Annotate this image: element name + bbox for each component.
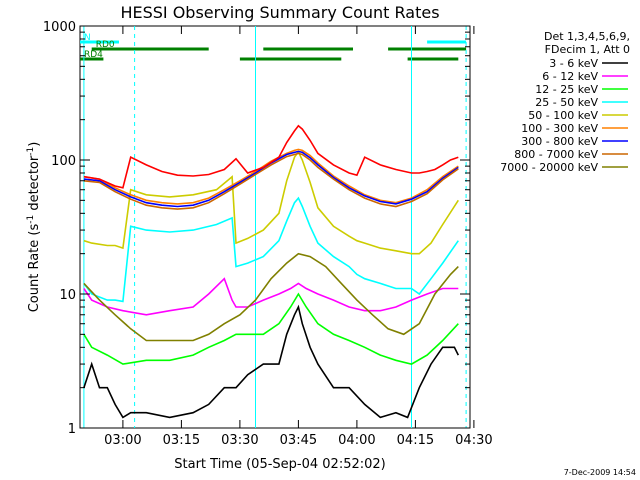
x-tick-label-04-30: 04:30 (455, 433, 492, 448)
series-25-50-kev (83, 196, 459, 303)
legend-label-6-12-kev: 6 - 12 keV (542, 70, 598, 83)
state-bar-label-rd0: RD0 (96, 40, 115, 50)
legend-label-300-800-kev: 300 - 800 keV (521, 135, 598, 148)
x-tick-label-03-00: 03:00 (104, 433, 141, 448)
series-50-100-kev (83, 150, 459, 255)
series-800-7000-kev (83, 152, 459, 210)
x-tick-label-04-00: 04:00 (338, 433, 375, 448)
x-axis-ticks: 03:00 03:15 03:30 03:45 04:00 04:15 04:30 (104, 26, 493, 448)
y-tick-label-10: 10 (59, 288, 76, 303)
legend-header-line-1: Det 1,3,4,5,6,9, (544, 30, 630, 43)
chart-title: HESSI Observing Summary Count Rates (120, 3, 439, 22)
series-300-800-kev (83, 150, 459, 208)
series-100-300-kev (83, 148, 459, 205)
y-axis-label: Count Rate (s-1 detector-1) (26, 142, 42, 313)
x-tick-label-03-15: 03:15 (163, 433, 200, 448)
series-12-25-kev (83, 292, 459, 365)
series-6-12-kev (83, 277, 459, 316)
state-bar-label-n: N (84, 33, 91, 43)
legend-label-7000-20000-kev: 7000 - 20000 keV (500, 161, 598, 174)
y-tick-label-1: 1 (68, 422, 76, 437)
y-axis-ticks: 1 10 100 1000 (43, 20, 470, 437)
legend-label-100-300-kev: 100 - 300 keV (521, 122, 598, 135)
series-7000-20000-kev (83, 252, 459, 342)
x-tick-label-04-15: 04:15 (397, 433, 434, 448)
legend-label-25-50-kev: 25 - 50 keV (535, 96, 598, 109)
x-tick-label-03-45: 03:45 (280, 433, 317, 448)
legend-label-3-6-kev: 3 - 6 keV (549, 57, 598, 70)
x-axis-label: Start Time (05-Sep-04 02:52:02) (174, 457, 385, 472)
y-tick-label-1000: 1000 (43, 20, 76, 35)
series-3-6-kev (83, 304, 460, 419)
legend-label-50-100-kev: 50 - 100 keV (528, 109, 598, 122)
x-tick-label-03-30: 03:30 (221, 433, 258, 448)
plot-frame (79, 25, 471, 429)
y-tick-label-100: 100 (51, 154, 76, 169)
series-lines (83, 124, 460, 419)
legend-header-line-2: FDecim 1, Att 0 (545, 43, 630, 56)
legend: Det 1,3,4,5,6,9, FDecim 1, Att 0 3 - 6 k… (500, 30, 630, 174)
legend-label-800-7000-kev: 800 - 7000 keV (514, 148, 598, 161)
series-7000-20000-kev-flare (83, 124, 459, 189)
state-bar-label-rd4: RD4 (84, 50, 103, 60)
mode-change-lines (83, 26, 467, 428)
legend-label-12-25-kev: 12 - 25 keV (535, 83, 598, 96)
footer-date: 7-Dec-2009 14:54 (564, 468, 636, 477)
